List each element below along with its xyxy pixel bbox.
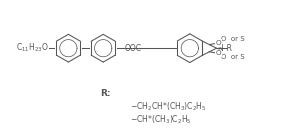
Text: O  or S: O or S: [221, 54, 244, 60]
Text: O  or S: O or S: [221, 36, 244, 42]
Text: $-$CH$_2$CH*(CH$_3$)C$_2$H$_5$: $-$CH$_2$CH*(CH$_3$)C$_2$H$_5$: [130, 100, 207, 113]
Text: N–R: N–R: [217, 44, 233, 53]
Text: $-$CH*(CH$_3$)C$_2$H$_5$: $-$CH*(CH$_3$)C$_2$H$_5$: [130, 113, 192, 126]
Text: OOC: OOC: [125, 44, 142, 53]
Text: O: O: [216, 50, 221, 56]
Text: C$_{11}$H$_{23}$O: C$_{11}$H$_{23}$O: [16, 42, 49, 54]
Text: R:: R:: [100, 89, 111, 98]
Text: O: O: [216, 40, 221, 46]
